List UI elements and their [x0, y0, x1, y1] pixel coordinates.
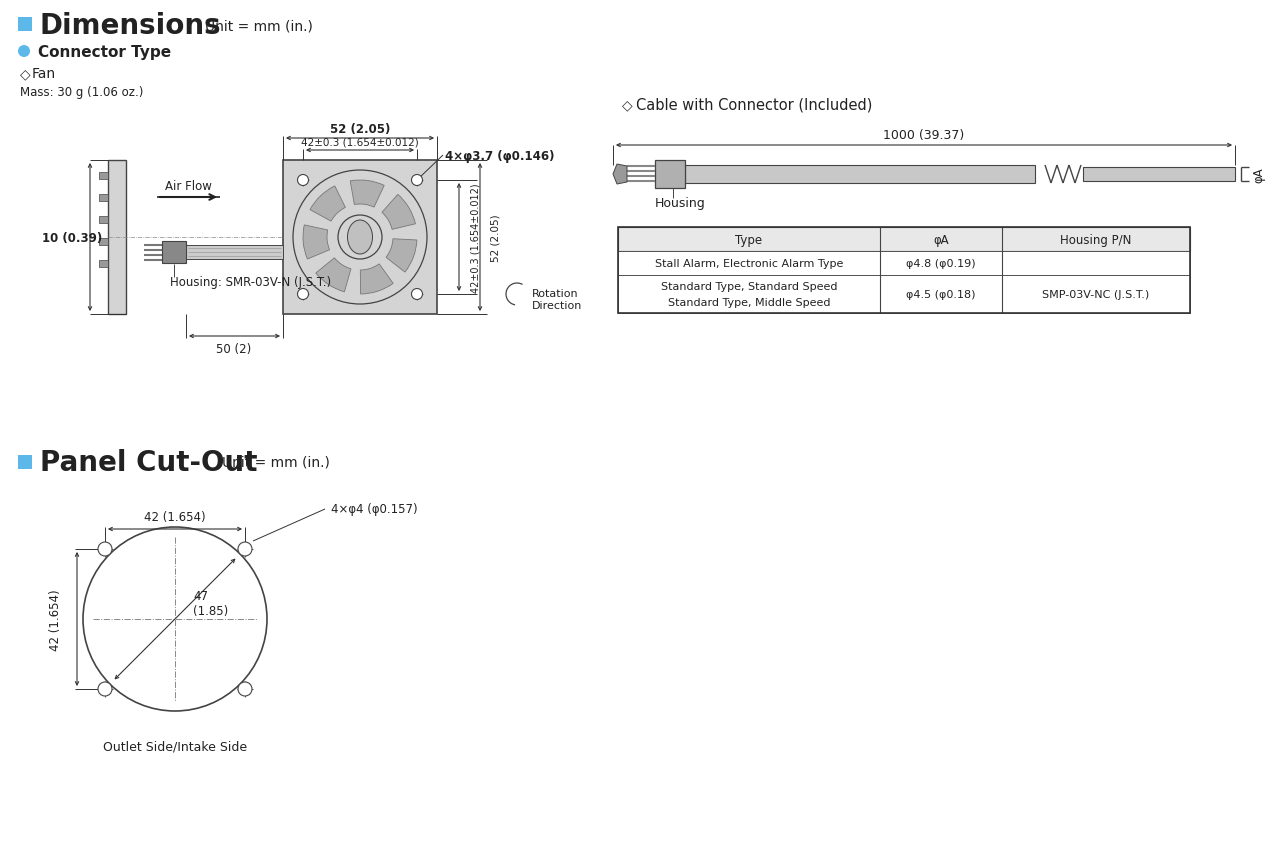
Wedge shape: [303, 226, 329, 260]
Text: ◇: ◇: [622, 98, 632, 112]
Bar: [18, 18, 32, 32]
Text: Housing: Housing: [655, 196, 705, 210]
Bar: [685, 166, 1036, 184]
Bar: [108, 161, 125, 314]
Wedge shape: [361, 264, 393, 295]
Bar: [99, 216, 108, 224]
Text: Rotation
Direction: Rotation Direction: [532, 289, 582, 310]
Text: ◇: ◇: [20, 67, 31, 81]
Text: 52 (2.05): 52 (2.05): [490, 214, 500, 262]
Text: 47
(1.85): 47 (1.85): [193, 590, 228, 618]
Text: φ4.5 (φ0.18): φ4.5 (φ0.18): [906, 290, 975, 300]
Circle shape: [411, 176, 422, 187]
Text: Connector Type: Connector Type: [38, 44, 172, 60]
Wedge shape: [387, 239, 417, 273]
Text: Unit = mm (in.): Unit = mm (in.): [205, 19, 312, 33]
Text: 1000 (39.37): 1000 (39.37): [883, 129, 965, 141]
Text: φ4.8 (φ0.19): φ4.8 (φ0.19): [906, 259, 975, 268]
Text: φA: φA: [1253, 167, 1266, 182]
Wedge shape: [381, 195, 416, 230]
Text: Panel Cut-Out: Panel Cut-Out: [40, 448, 257, 476]
Polygon shape: [613, 164, 627, 185]
Text: 4×φ4 (φ0.157): 4×φ4 (φ0.157): [332, 503, 417, 516]
Bar: [99, 239, 108, 245]
Text: Mass: 30 g (1.06 oz.): Mass: 30 g (1.06 oz.): [20, 85, 143, 98]
Bar: [163, 242, 186, 263]
Circle shape: [238, 543, 252, 556]
Text: 4×φ3.7 (φ0.146): 4×φ3.7 (φ0.146): [445, 149, 554, 163]
Circle shape: [99, 543, 113, 556]
Circle shape: [411, 289, 422, 300]
Text: Standard Type, Middle Speed: Standard Type, Middle Speed: [668, 297, 831, 308]
Text: Type: Type: [736, 233, 763, 246]
Bar: [618, 251, 1190, 276]
Text: Dimensions: Dimensions: [40, 12, 221, 40]
Text: Standard Type, Standard Speed: Standard Type, Standard Speed: [660, 282, 837, 291]
Circle shape: [99, 682, 113, 696]
Text: Cable with Connector (Included): Cable with Connector (Included): [636, 97, 873, 112]
Ellipse shape: [347, 221, 372, 255]
Text: SMP-03V-NC (J.S.T.): SMP-03V-NC (J.S.T.): [1042, 290, 1149, 300]
Bar: [283, 161, 436, 314]
Bar: [99, 261, 108, 268]
Text: Housing: SMR-03V-N (J.S.T.): Housing: SMR-03V-N (J.S.T.): [170, 275, 332, 288]
Text: Unit = mm (in.): Unit = mm (in.): [221, 456, 330, 469]
Text: Housing P/N: Housing P/N: [1060, 233, 1132, 246]
Circle shape: [238, 682, 252, 696]
Bar: [655, 161, 685, 189]
Circle shape: [297, 289, 308, 300]
Text: φA: φA: [933, 233, 948, 246]
Bar: [186, 245, 283, 260]
Bar: [99, 173, 108, 180]
Text: Outlet Side/Intake Side: Outlet Side/Intake Side: [102, 740, 247, 752]
Bar: [618, 227, 1190, 314]
Text: 42 (1.654): 42 (1.654): [145, 511, 206, 524]
Bar: [1083, 168, 1235, 181]
Wedge shape: [316, 258, 351, 292]
Text: 10 (0.39): 10 (0.39): [42, 231, 102, 245]
Wedge shape: [351, 181, 384, 208]
Bar: [618, 227, 1190, 251]
Bar: [99, 195, 108, 202]
Text: 42 (1.654): 42 (1.654): [49, 589, 61, 650]
Wedge shape: [310, 187, 346, 222]
Text: 50 (2): 50 (2): [216, 343, 252, 355]
Text: 52 (2.05): 52 (2.05): [330, 123, 390, 135]
Text: Stall Alarm, Electronic Alarm Type: Stall Alarm, Electronic Alarm Type: [655, 259, 844, 268]
Circle shape: [83, 527, 268, 711]
Bar: [618, 276, 1190, 314]
Text: Fan: Fan: [32, 67, 56, 81]
Circle shape: [297, 176, 308, 187]
Text: 42±0.3 (1.654±0.012): 42±0.3 (1.654±0.012): [301, 137, 419, 147]
Circle shape: [18, 46, 29, 58]
Circle shape: [338, 216, 381, 260]
Text: Air Flow: Air Flow: [165, 179, 211, 193]
Bar: [18, 456, 32, 469]
Text: 42±0.3 (1.654±0.012): 42±0.3 (1.654±0.012): [470, 183, 480, 292]
